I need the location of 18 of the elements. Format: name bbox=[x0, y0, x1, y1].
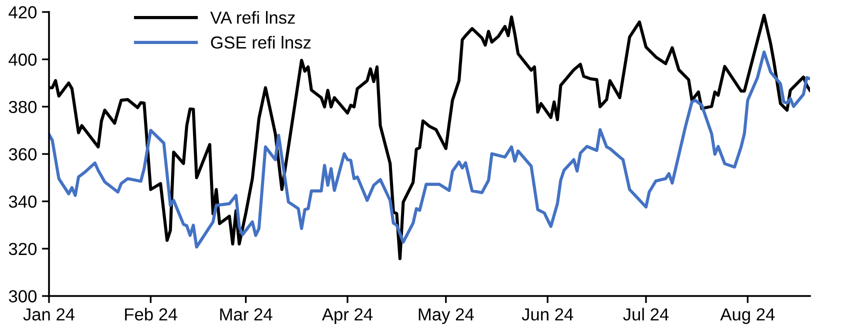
y-tick-label: 400 bbox=[8, 54, 37, 66]
line-series bbox=[49, 50, 810, 249]
y-tick-label: 340 bbox=[8, 196, 37, 208]
x-tick-label: Jul 24 bbox=[623, 308, 669, 321]
y-tick-label: 320 bbox=[8, 242, 37, 256]
x-tick-label: Feb 24 bbox=[125, 308, 178, 321]
y-tick-label: 360 bbox=[8, 148, 37, 160]
x-tick-label: Jan 24 bbox=[23, 308, 75, 321]
x-tick-label: May 24 bbox=[418, 308, 474, 324]
y-tick-label: 380 bbox=[8, 100, 37, 114]
x-tick-label: Mar 24 bbox=[220, 308, 272, 321]
y-tick-label: 420 bbox=[8, 6, 37, 18]
legend-label: GSE refi lnsz bbox=[211, 36, 311, 49]
x-tick-label: Apr 24 bbox=[322, 308, 373, 324]
legend-label: VA refi lnsz bbox=[210, 11, 295, 24]
y-tick-label: 300 bbox=[8, 290, 37, 302]
x-tick-label: Aug 24 bbox=[720, 308, 775, 324]
x-tick-label: Jun 24 bbox=[522, 308, 574, 321]
